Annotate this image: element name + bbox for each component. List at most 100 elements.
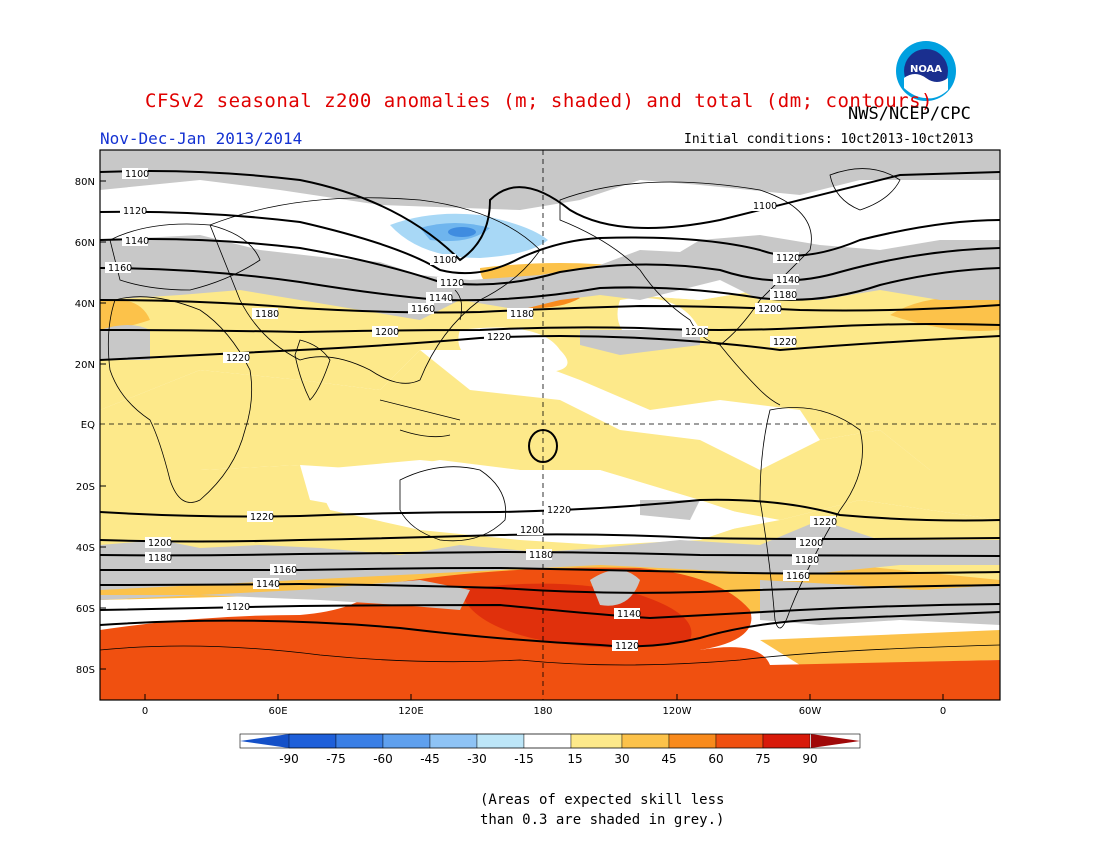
contour-label-1140: 1140 xyxy=(614,608,641,620)
colorbar-labels: -90 -75 -60 -45 -30 -15 15 30 45 60 75 9… xyxy=(279,752,817,766)
lat-label: 60N xyxy=(75,238,95,249)
lat-label: 80N xyxy=(75,177,95,188)
svg-text:1220: 1220 xyxy=(547,505,571,516)
contour-label-1120-b: 1120 xyxy=(612,640,639,652)
lon-label: 60W xyxy=(799,706,822,717)
lon-label: 120W xyxy=(663,706,692,717)
svg-text:1200: 1200 xyxy=(148,538,172,549)
svg-text:1220: 1220 xyxy=(226,353,250,364)
noaa-logo-text: NOAA xyxy=(910,64,942,75)
colorbar-label: 45 xyxy=(661,752,676,766)
svg-text:1100: 1100 xyxy=(433,255,457,266)
contour-label-1120: 1120 xyxy=(120,205,147,217)
lat-label: 40N xyxy=(75,299,95,310)
colorbar-cell xyxy=(762,733,811,749)
svg-text:1160: 1160 xyxy=(786,571,810,582)
svg-text:1140: 1140 xyxy=(256,579,280,590)
forecast-period: Nov-Dec-Jan 2013/2014 xyxy=(100,129,303,148)
contour-labels: 1100 1120 1140 1160 1180 1200 1220 1100 … xyxy=(105,168,837,652)
longitude-labels: 0 60E 120E 180 120W 60W 0 xyxy=(142,706,946,717)
svg-text:1220: 1220 xyxy=(487,332,511,343)
contour-label-1180: 1180 xyxy=(252,308,279,320)
colorbar-cell xyxy=(429,733,478,749)
chart-title: CFSv2 seasonal z200 anomalies (m; shaded… xyxy=(145,90,933,112)
agency-label: NWS/NCEP/CPC xyxy=(848,104,971,124)
latitude-labels: 80N 60N 40N 20N EQ 20S 40S 60S 80S xyxy=(75,177,95,676)
colorbar-label: 90 xyxy=(802,752,817,766)
contour-label-1180: 1180 xyxy=(770,289,797,301)
svg-text:1140: 1140 xyxy=(125,236,149,247)
colorbar-label: -60 xyxy=(373,752,393,766)
colorbar-cell xyxy=(382,733,431,749)
svg-text:1100: 1100 xyxy=(753,201,777,212)
skill-note: (Areas of expected skill less than 0.3 a… xyxy=(480,790,724,830)
contour-label-1100: 1100 xyxy=(430,254,457,266)
lat-label: 60S xyxy=(76,604,95,615)
contour-label-1120: 1120 xyxy=(437,277,464,289)
colorbar-label: 75 xyxy=(755,752,770,766)
svg-text:1180: 1180 xyxy=(529,550,553,561)
colorbar-label: -75 xyxy=(326,752,346,766)
contour-label-1200: 1200 xyxy=(145,537,172,549)
svg-text:1100: 1100 xyxy=(125,169,149,180)
contour-label-1140: 1140 xyxy=(253,578,280,590)
svg-text:1200: 1200 xyxy=(799,538,823,549)
contour-label-1200: 1200 xyxy=(755,303,782,315)
colorbar-label: -90 xyxy=(279,752,299,766)
skill-note-line: (Areas of expected skill less xyxy=(480,792,725,808)
contour-label-1220: 1220 xyxy=(484,331,511,343)
svg-text:1220: 1220 xyxy=(813,517,837,528)
colorbar xyxy=(239,733,861,749)
contour-label-1200: 1200 xyxy=(682,326,709,338)
contour-label-1220: 1220 xyxy=(770,336,797,348)
contour-label-1220: 1220 xyxy=(810,516,837,528)
lat-label: 40S xyxy=(76,543,95,554)
colorbar-cell xyxy=(570,733,623,749)
svg-text:1140: 1140 xyxy=(429,293,453,304)
svg-text:1120: 1120 xyxy=(226,602,250,613)
svg-text:1200: 1200 xyxy=(758,304,782,315)
colorbar-label: 30 xyxy=(614,752,629,766)
contour-label-1100: 1100 xyxy=(750,200,777,212)
svg-text:1200: 1200 xyxy=(520,525,544,536)
lat-ticks xyxy=(100,180,944,700)
svg-text:1220: 1220 xyxy=(250,512,274,523)
contour-label-1200: 1200 xyxy=(517,524,544,536)
contour-label-1200: 1200 xyxy=(796,537,823,549)
contour-label-1180: 1180 xyxy=(507,308,534,320)
svg-text:1200: 1200 xyxy=(375,327,399,338)
colorbar-low-arrow xyxy=(240,734,289,748)
contour-label-1100: 1100 xyxy=(122,168,149,180)
svg-text:1160: 1160 xyxy=(108,263,132,274)
colorbar-cell xyxy=(668,733,717,749)
contour-label-1180: 1180 xyxy=(145,552,172,564)
map-frame xyxy=(99,149,1001,701)
colorbar-cell xyxy=(335,733,384,749)
colorbar-cell xyxy=(523,733,572,749)
colorbar-label: 15 xyxy=(567,752,582,766)
svg-text:1160: 1160 xyxy=(411,304,435,315)
lat-label: EQ xyxy=(81,420,95,431)
svg-text:1120: 1120 xyxy=(123,206,147,217)
colorbar-label: -30 xyxy=(467,752,487,766)
map-field xyxy=(100,150,1000,700)
colorbar-cell xyxy=(621,733,670,749)
contour-label-1200: 1200 xyxy=(372,326,399,338)
lon-label: 180 xyxy=(533,706,552,717)
contour-label-1140: 1140 xyxy=(773,274,800,286)
lat-label: 20N xyxy=(75,360,95,371)
colorbar-cell xyxy=(476,733,525,749)
lat-label: 20S xyxy=(76,482,95,493)
colorbar-high-arrow xyxy=(811,734,860,748)
lon-label: 120E xyxy=(398,706,423,717)
svg-text:1120: 1120 xyxy=(440,278,464,289)
colorbar-cell xyxy=(288,733,337,749)
svg-text:1180: 1180 xyxy=(773,290,797,301)
contour-label-1220: 1220 xyxy=(247,511,274,523)
lon-label: 0 xyxy=(940,706,946,717)
svg-text:1180: 1180 xyxy=(510,309,534,320)
skill-note-line: than 0.3 are shaded in grey.) xyxy=(480,812,725,828)
contour-label-1140: 1140 xyxy=(426,292,453,304)
contour-label-1160: 1160 xyxy=(105,262,132,274)
